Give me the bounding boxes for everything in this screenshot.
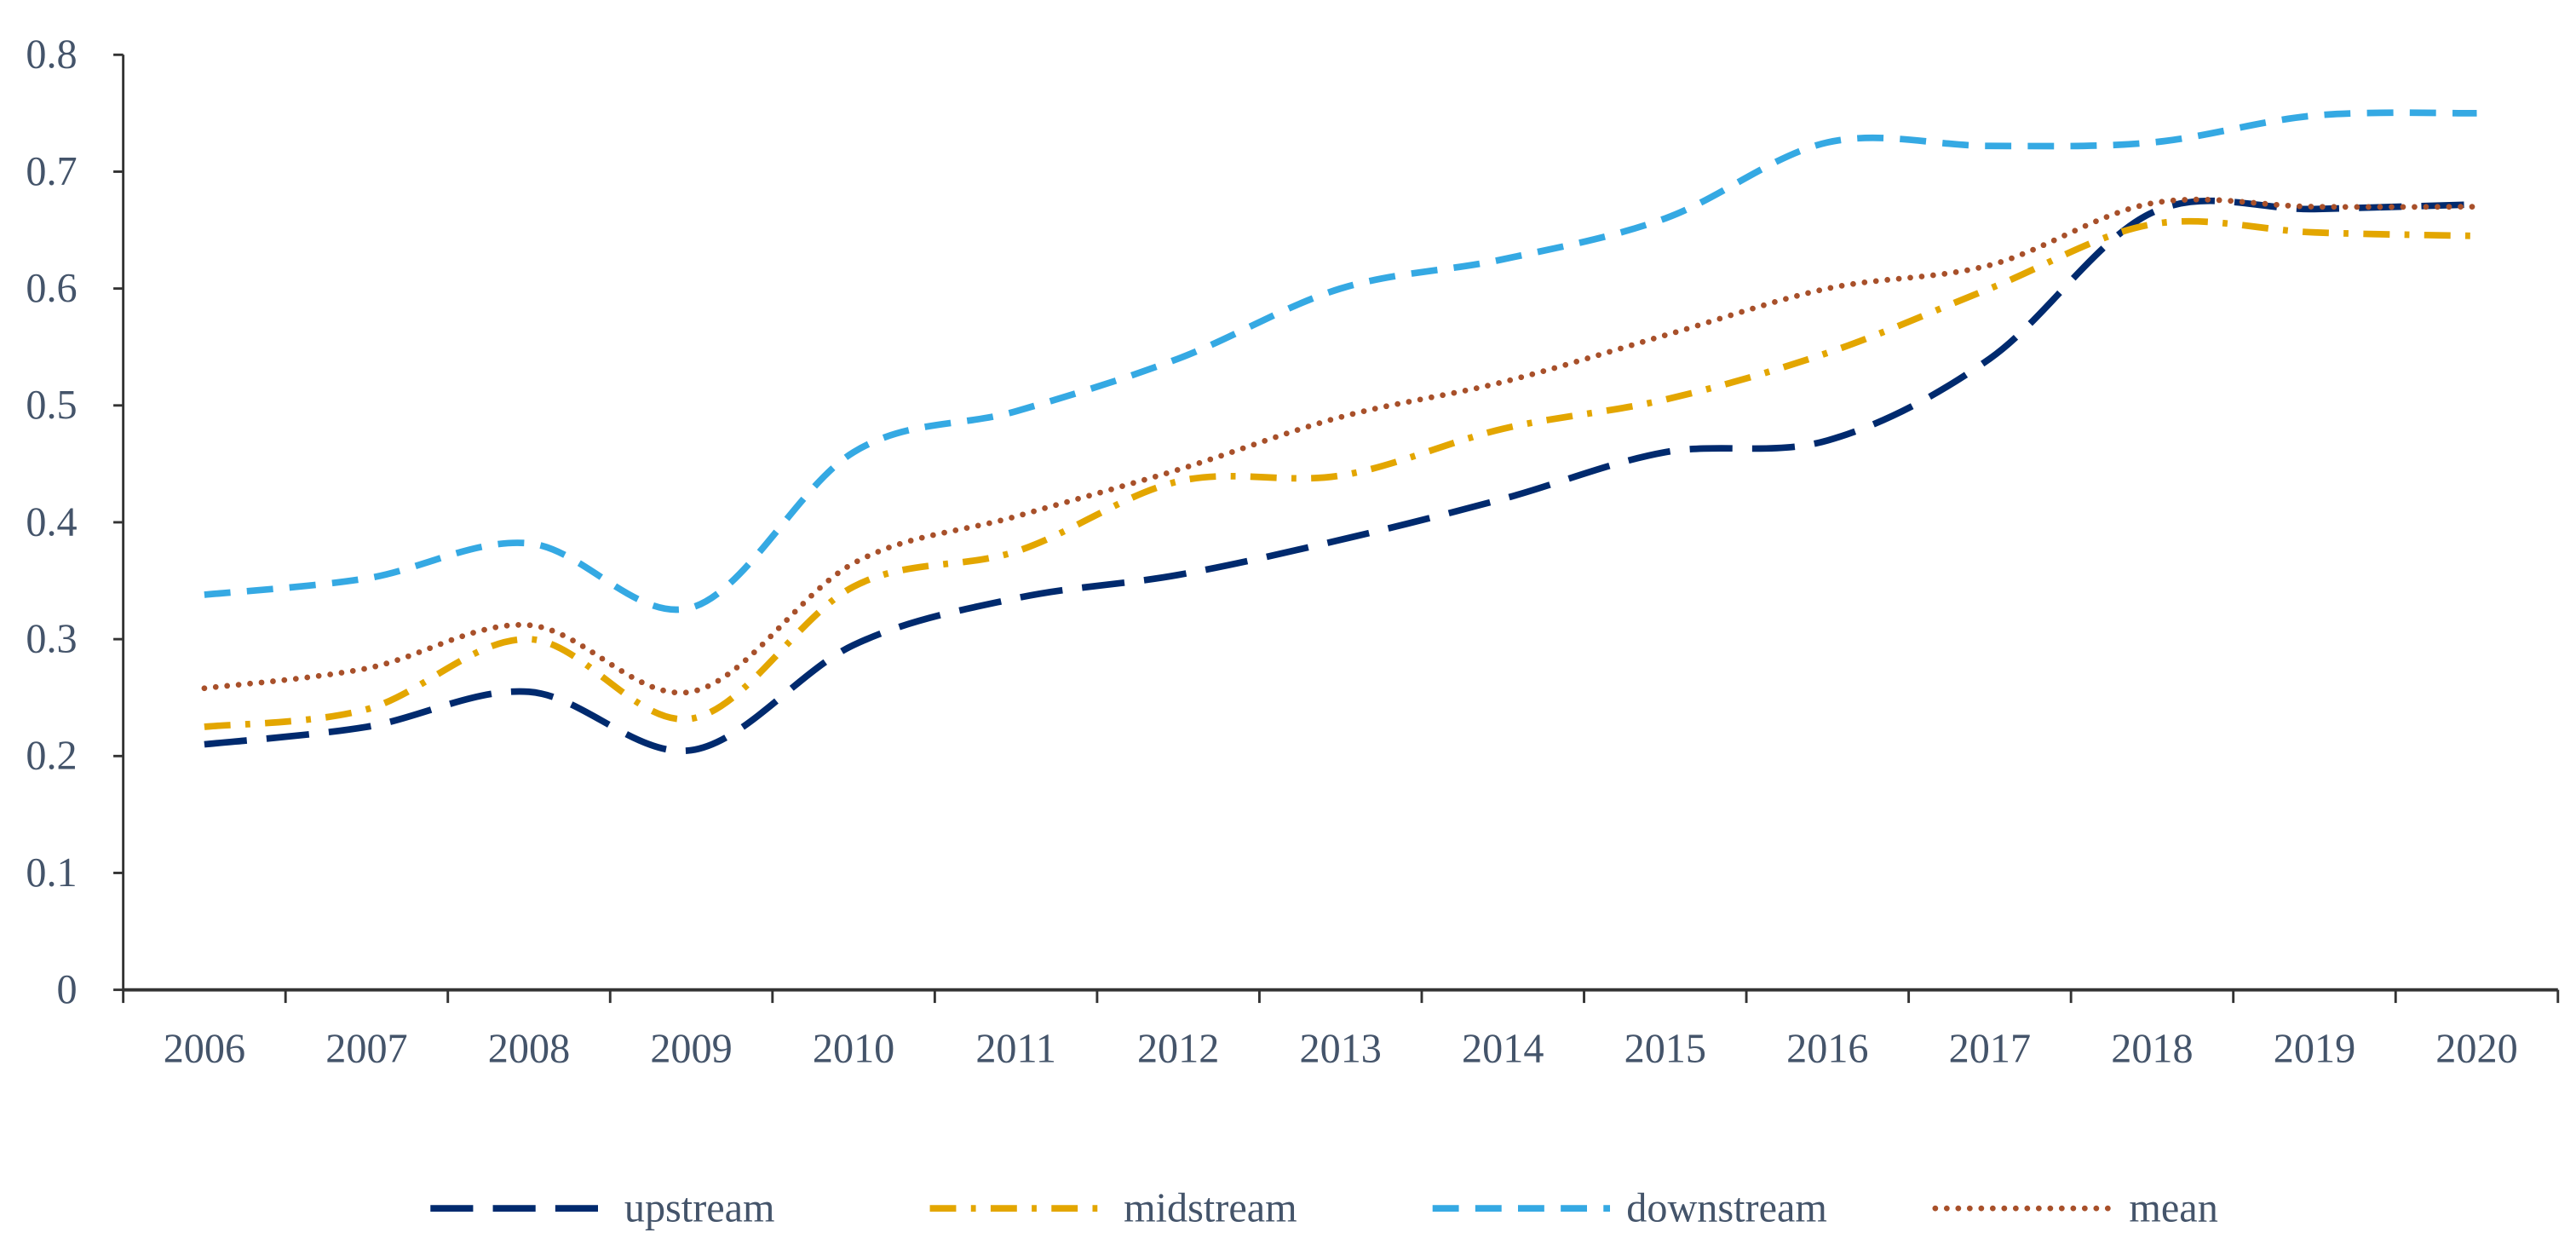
- x-tick-label: 2019: [2274, 1027, 2355, 1072]
- y-tick-label: 0.3: [26, 617, 77, 662]
- legend: upstream midstream downstream mean: [430, 1186, 2218, 1231]
- x-tick-label: 2008: [488, 1027, 570, 1072]
- x-tick-label: 2013: [1300, 1027, 1382, 1072]
- x-tick-label: 2015: [1624, 1027, 1706, 1072]
- x-tick-label: 2014: [1462, 1027, 1544, 1072]
- x-tick-label: 2006: [164, 1027, 245, 1072]
- x-tick-label: 2018: [2111, 1027, 2193, 1072]
- legend-label-upstream: upstream: [624, 1186, 775, 1231]
- y-tick-label: 0.5: [26, 383, 77, 428]
- y-tick-label: 0: [57, 967, 78, 1012]
- x-tick-label: 2012: [1137, 1027, 1219, 1072]
- legend-label-midstream: midstream: [1124, 1186, 1297, 1231]
- series-line-midstream: [204, 217, 2477, 730]
- x-tick-label: 2007: [325, 1027, 407, 1072]
- y-tick-label: 0.8: [26, 32, 77, 78]
- x-tick-label: 2010: [813, 1027, 894, 1072]
- x-tick-label: 2011: [975, 1027, 1056, 1072]
- y-tick-label: 0.6: [26, 266, 77, 311]
- x-tick-label: 2009: [650, 1027, 732, 1072]
- x-tick-label: 2020: [2435, 1027, 2517, 1072]
- y-tick-label: 0.7: [26, 149, 77, 194]
- legend-label-downstream: downstream: [1626, 1186, 1827, 1231]
- legend-label-mean: mean: [2129, 1186, 2217, 1231]
- series-line-downstream: [204, 109, 2477, 613]
- y-tick-label: 0.1: [26, 850, 77, 896]
- series-line-upstream: [204, 197, 2477, 755]
- x-tick-label: 2017: [1949, 1027, 2031, 1072]
- y-tick-label: 0.2: [26, 734, 77, 779]
- y-tick-label: 0.4: [26, 499, 77, 544]
- series-line-mean: [201, 196, 2480, 696]
- x-tick-label: 2016: [1786, 1027, 1868, 1072]
